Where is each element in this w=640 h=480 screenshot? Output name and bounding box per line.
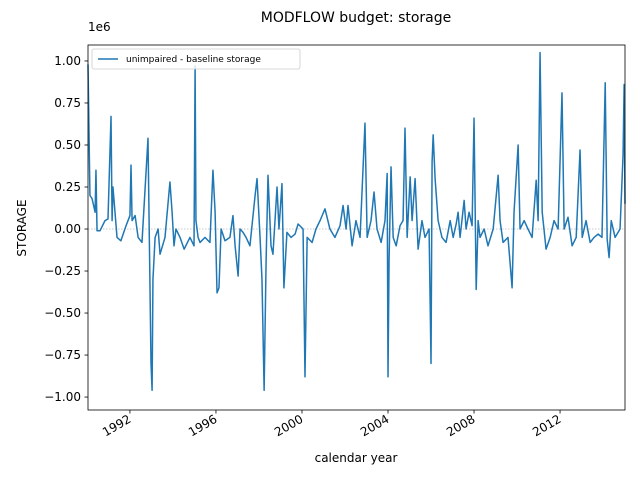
y-tick-label: −1.00 [44,390,81,404]
y-tick-label: −0.75 [44,348,81,362]
y-axis-label: STORAGE [15,199,29,256]
legend-label: unimpaired - baseline storage [126,55,261,65]
y-tick-label: 0.75 [54,96,81,110]
data-line [87,51,626,392]
x-axis-label: calendar year [315,451,398,465]
axes-frame [87,44,626,411]
y-tick-label: 1.00 [54,54,81,68]
y-tick-label: −0.25 [44,264,81,278]
plot-area [87,51,626,392]
legend-box [91,48,301,70]
y-tick-label: 0.50 [54,138,81,152]
y-tick-label: 0.25 [54,180,81,194]
y-tick-label: 0.00 [54,222,81,236]
chart-title: MODFLOW budget: storage [261,10,452,26]
legend: unimpaired - baseline storage [91,48,301,70]
y-tick-label: −0.50 [44,306,81,320]
y-offset-label: 1e6 [88,20,111,34]
